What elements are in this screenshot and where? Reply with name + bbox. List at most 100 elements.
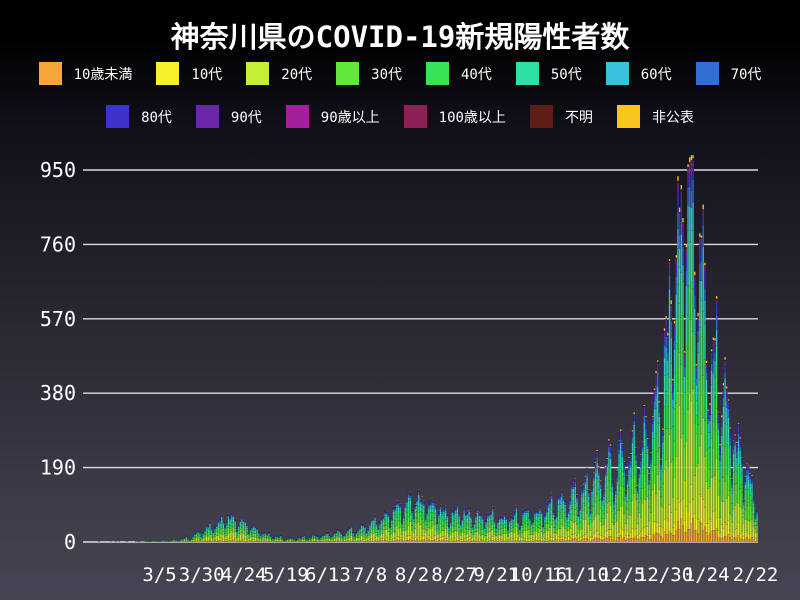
- bar-segment: [392, 523, 395, 532]
- bar-segment: [234, 528, 237, 532]
- bar-segment: [382, 538, 385, 541]
- bar-segment: [500, 521, 503, 525]
- bar-segment: [734, 505, 737, 530]
- bar-segment: [609, 505, 612, 530]
- bar-segment: [348, 540, 351, 542]
- bar-segment: [422, 515, 425, 523]
- bar-segment: [247, 538, 250, 541]
- bar-segment: [741, 460, 743, 464]
- bar-segment: [653, 391, 656, 396]
- bar-segment: [496, 535, 499, 540]
- bar-segment: [475, 531, 477, 539]
- bar-segment: [224, 539, 227, 542]
- bar-segment: [552, 532, 555, 538]
- bar-segment: [717, 422, 720, 430]
- bar-segment: [463, 508, 466, 510]
- bar-segment: [623, 513, 625, 531]
- bar-segment: [476, 526, 479, 533]
- bar-segment: [426, 540, 429, 543]
- bar-segment: [660, 496, 663, 507]
- bar-segment: [732, 490, 735, 510]
- bar-segment: [493, 522, 496, 524]
- bar-segment: [438, 511, 440, 514]
- bar-segment: [742, 512, 745, 518]
- bar-segment: [313, 538, 316, 542]
- bar-segment: [505, 524, 508, 529]
- bar-segment: [444, 508, 447, 511]
- bar-segment: [698, 263, 701, 281]
- bar-segment: [700, 280, 703, 301]
- bar-segment: [387, 531, 390, 540]
- bar-segment: [264, 535, 267, 538]
- bar-segment: [528, 538, 531, 542]
- bar-segment: [724, 446, 726, 482]
- bar-segment: [193, 539, 196, 542]
- bar-segment: [576, 497, 578, 500]
- bar-segment: [527, 509, 530, 512]
- bar-segment: [395, 536, 398, 540]
- bar-segment: [451, 525, 454, 533]
- bar-segment: [714, 352, 716, 362]
- bar-segment: [288, 540, 291, 542]
- bar-segment: [358, 527, 361, 529]
- bar-segment: [559, 517, 562, 529]
- bar-segment: [507, 536, 509, 541]
- bar-segment: [727, 495, 730, 522]
- legend-swatch: [426, 62, 449, 85]
- bar-segment: [434, 517, 437, 524]
- bar-segment: [749, 475, 752, 480]
- bar-segment: [411, 510, 413, 513]
- bar-segment: [530, 525, 533, 529]
- bar-segment: [491, 520, 494, 525]
- bar-segment: [222, 538, 225, 542]
- bar-segment: [653, 534, 656, 543]
- bar-segment: [528, 534, 531, 540]
- bar-segment: [602, 491, 605, 494]
- bar-segment: [749, 494, 752, 507]
- bar-segment: [370, 540, 373, 543]
- bar-segment: [715, 304, 718, 315]
- bar-segment: [715, 517, 718, 529]
- bar-segment: [252, 536, 255, 541]
- bar-segment: [227, 516, 230, 519]
- bar-segment: [399, 521, 402, 528]
- bar-segment: [703, 420, 706, 457]
- bar-segment: [407, 516, 410, 526]
- bar-segment: [643, 527, 646, 538]
- bar-segment: [589, 523, 592, 531]
- bar-segment: [544, 516, 546, 520]
- bar-segment: [687, 163, 689, 168]
- bar-segment: [576, 496, 578, 498]
- bar-segment: [673, 340, 676, 350]
- bar-segment: [725, 498, 728, 525]
- bar-segment: [300, 539, 302, 542]
- bar-segment: [241, 541, 243, 543]
- bar-segment: [432, 539, 435, 543]
- bar-segment: [692, 154, 694, 159]
- bar-segment: [700, 245, 703, 261]
- bar-segment: [628, 469, 631, 475]
- bar-segment: [333, 535, 336, 538]
- bar-segment: [527, 510, 530, 513]
- bar-segment: [571, 482, 573, 485]
- bar-segment: [626, 475, 629, 477]
- bar-segment: [596, 493, 599, 514]
- bar-segment: [560, 524, 563, 537]
- bar-segment: [658, 403, 661, 405]
- bar-segment: [624, 507, 627, 514]
- bar-segment: [734, 438, 737, 442]
- bar-segment: [646, 445, 649, 450]
- bar-segment: [209, 534, 211, 541]
- bar-segment: [513, 515, 516, 520]
- bar-segment: [505, 519, 508, 522]
- bar-segment: [707, 488, 710, 524]
- bar-segment: [535, 540, 538, 543]
- bar-segment: [335, 535, 338, 539]
- bar-segment: [712, 447, 715, 478]
- bar-segment: [357, 533, 360, 536]
- bar-segment: [729, 429, 732, 431]
- bar-segment: [225, 530, 228, 536]
- bar-segment: [565, 540, 568, 543]
- bar-segment: [688, 319, 691, 394]
- legend-swatch: [403, 105, 427, 128]
